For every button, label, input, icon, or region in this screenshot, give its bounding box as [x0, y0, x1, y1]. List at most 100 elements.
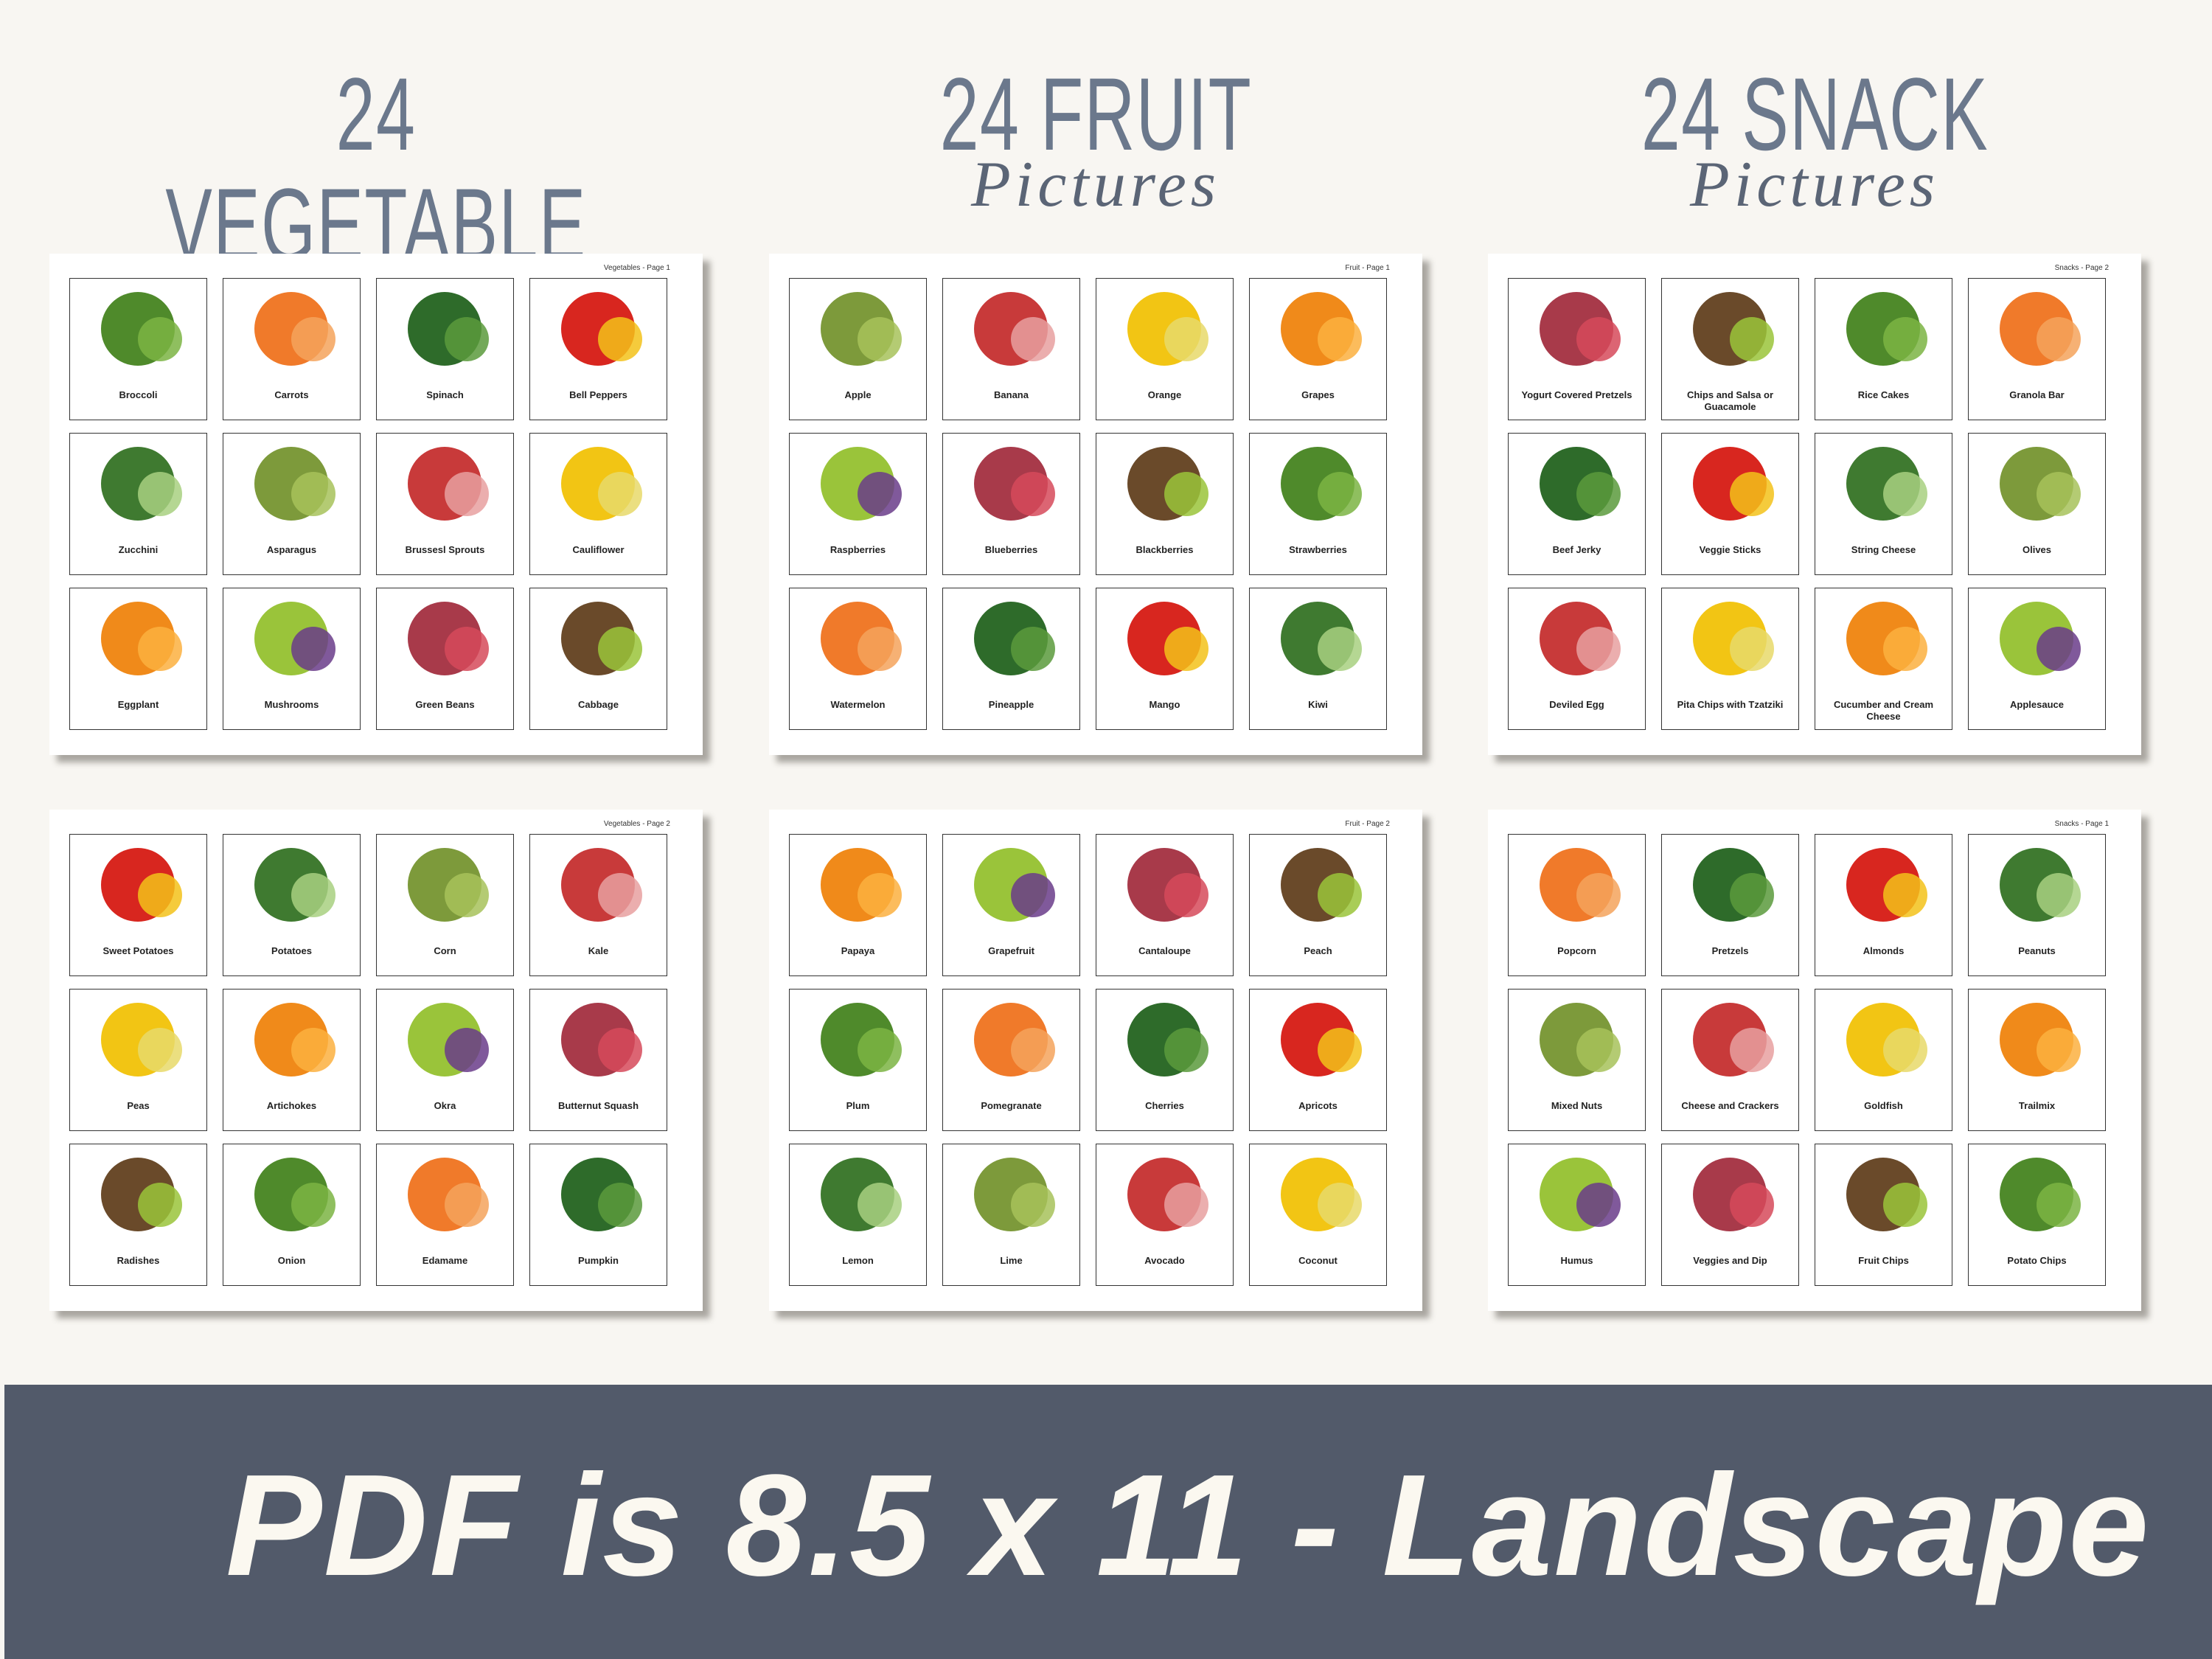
picture-card: Potato Chips	[1968, 1144, 2106, 1286]
picture	[291, 1028, 335, 1072]
picture-card: Radishes	[69, 1144, 207, 1286]
picture	[858, 1028, 902, 1072]
picture	[858, 472, 902, 516]
picture	[1883, 1183, 1927, 1227]
picture	[291, 873, 335, 917]
card-label: Green Beans	[415, 699, 475, 710]
picture-card: Apricots	[1249, 989, 1387, 1131]
picture-card: Deviled Egg	[1508, 588, 1646, 730]
picture-card: Chips and Salsa or Guacamole	[1661, 278, 1799, 420]
picture-card: Bell Peppers	[529, 278, 667, 420]
heading-title: 24 FRUIT	[939, 56, 1252, 172]
pdf-page: Fruit - Page 2 Papaya Grapefruit Cantaloupe…	[769, 810, 1422, 1311]
picture	[445, 317, 489, 361]
card-label: Raspberries	[830, 544, 886, 555]
card-label: Rice Cakes	[1857, 389, 1910, 400]
card-label: Goldfish	[1864, 1100, 1903, 1111]
picture	[1011, 1028, 1055, 1072]
picture-card: Humus	[1508, 1144, 1646, 1286]
picture	[2037, 627, 2081, 671]
card-label: Eggplant	[117, 699, 159, 710]
picture-card: Strawberries	[1249, 433, 1387, 575]
picture-card: Fruit Chips	[1815, 1144, 1952, 1286]
picture	[1164, 1028, 1208, 1072]
picture-card: Pretzels	[1661, 834, 1799, 976]
pdf-page: Vegetables - Page 1 Broccoli Carrots Spinac…	[49, 254, 703, 755]
picture	[1576, 317, 1621, 361]
picture	[858, 1183, 902, 1227]
picture	[138, 1028, 182, 1072]
card-label: Almonds	[1863, 945, 1905, 956]
picture	[598, 873, 642, 917]
picture	[1318, 627, 1362, 671]
picture-card: Sweet Potatoes	[69, 834, 207, 976]
picture-card: Orange	[1096, 278, 1234, 420]
picture-card: Cherries	[1096, 989, 1234, 1131]
picture	[1576, 627, 1621, 671]
picture-card: Zucchini	[69, 433, 207, 575]
heading-subtitle: Pictures	[1690, 149, 1939, 220]
card-label: Plum	[846, 1100, 870, 1111]
picture	[1318, 873, 1362, 917]
picture-card: Grapefruit	[942, 834, 1080, 976]
picture-card: Avocado	[1096, 1144, 1234, 1286]
picture-card: Lime	[942, 1144, 1080, 1286]
card-label: Peas	[127, 1100, 150, 1111]
picture	[2037, 472, 2081, 516]
card-label: Pretzels	[1711, 945, 1749, 956]
picture-card: Raspberries	[789, 433, 927, 575]
card-label: Potato Chips	[2007, 1255, 2067, 1266]
picture	[1730, 1028, 1774, 1072]
picture-card: Brussesl Sprouts	[376, 433, 514, 575]
picture-card: Kiwi	[1249, 588, 1387, 730]
page-label: Snacks - Page 1	[2054, 820, 2109, 828]
picture	[1883, 472, 1927, 516]
card-label: Mango	[1149, 699, 1180, 710]
picture-card: Okra	[376, 989, 514, 1131]
card-label: Bell Peppers	[569, 389, 627, 400]
card-label: Onion	[277, 1255, 306, 1266]
picture-card: Yogurt Covered Pretzels	[1508, 278, 1646, 420]
picture-card: Granola Bar	[1968, 278, 2106, 420]
card-label: Butternut Squash	[557, 1100, 639, 1111]
picture	[1011, 1183, 1055, 1227]
picture-card: Almonds	[1815, 834, 1952, 976]
picture	[1576, 873, 1621, 917]
card-label: Potatoes	[271, 945, 312, 956]
card-label: Popcorn	[1557, 945, 1596, 956]
card-label: Avocado	[1144, 1255, 1185, 1266]
page-label: Snacks - Page 2	[2054, 264, 2109, 272]
picture-card: Beef Jerky	[1508, 433, 1646, 575]
card-label: Pineapple	[988, 699, 1034, 710]
card-label: Blackberries	[1135, 544, 1194, 555]
picture	[291, 472, 335, 516]
picture	[1164, 317, 1208, 361]
page-label: Vegetables - Page 2	[603, 820, 670, 828]
card-label: Deviled Egg	[1549, 699, 1604, 710]
card-label: Cheese and Crackers	[1681, 1100, 1779, 1111]
card-label: Pita Chips with Tzatziki	[1677, 699, 1784, 710]
card-label: Pomegranate	[981, 1100, 1042, 1111]
picture-card: Carrots	[223, 278, 361, 420]
picture	[1318, 472, 1362, 516]
picture-card: Cheese and Crackers	[1661, 989, 1799, 1131]
card-label: Kale	[588, 945, 609, 956]
card-label: Fruit Chips	[1858, 1255, 1909, 1266]
card-label: Kiwi	[1308, 699, 1328, 710]
picture	[138, 317, 182, 361]
card-label: Sweet Potatoes	[102, 945, 174, 956]
picture-card: Artichokes	[223, 989, 361, 1131]
card-label: Veggies and Dip	[1693, 1255, 1767, 1266]
picture-card: Pineapple	[942, 588, 1080, 730]
picture	[598, 1183, 642, 1227]
picture	[2037, 317, 2081, 361]
picture-card: Apple	[789, 278, 927, 420]
picture-card: Plum	[789, 989, 927, 1131]
banner: PDF is 8.5 x 11 - Landscape	[4, 1385, 2212, 1659]
picture	[1318, 317, 1362, 361]
card-label: Beef Jerky	[1552, 544, 1601, 555]
picture-card: Veggies and Dip	[1661, 1144, 1799, 1286]
picture	[445, 873, 489, 917]
card-label: Veggie Sticks	[1699, 544, 1761, 555]
picture	[1011, 317, 1055, 361]
